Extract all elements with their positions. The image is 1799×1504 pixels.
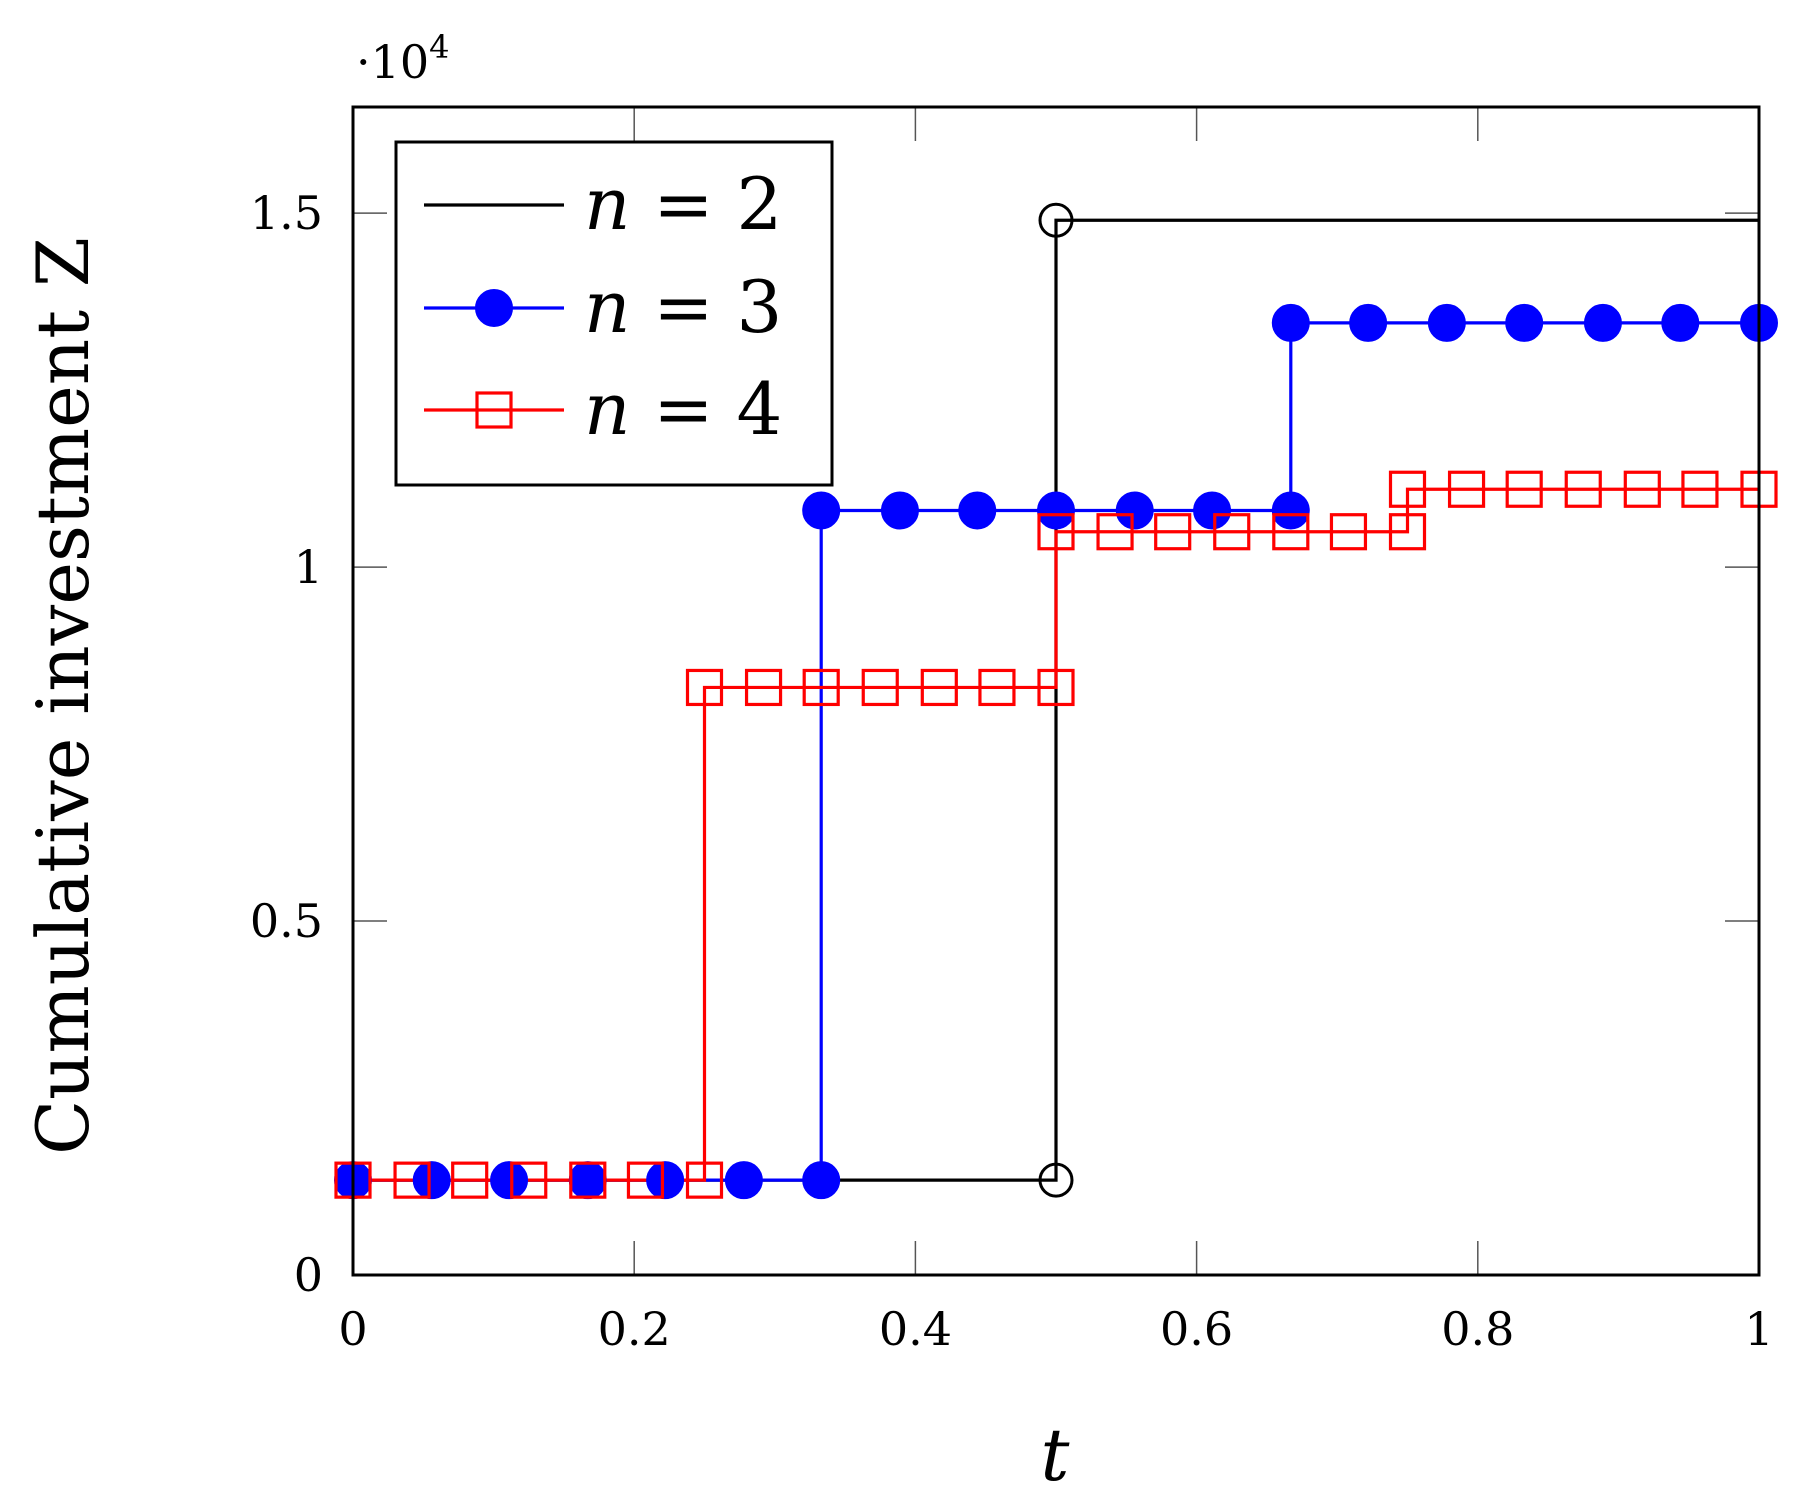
- series-marker-n3: [1271, 491, 1310, 530]
- series-marker-n3: [1271, 303, 1310, 342]
- series-marker-n3: [802, 491, 841, 530]
- series-marker-n4: [685, 668, 724, 707]
- legend-marker-n3: [475, 289, 513, 327]
- series-marker-n2: [1038, 1162, 1074, 1198]
- x-tick-label: 0.8: [1441, 1302, 1514, 1356]
- series-marker-n4: [1681, 470, 1719, 508]
- y-axis-multiplier: ·104: [356, 28, 450, 89]
- series-marker-n3: [1037, 491, 1075, 530]
- series-marker-n4: [1388, 470, 1427, 508]
- series-marker-n4: [802, 668, 840, 707]
- x-tick-label: 0.4: [879, 1302, 952, 1356]
- series-marker-n4: [569, 1161, 607, 1199]
- series-marker-n3: [412, 1161, 451, 1200]
- series-marker-n3: [1661, 303, 1700, 342]
- y-axis-multiplier-exponent: 4: [429, 28, 449, 66]
- x-tick-label: 0.6: [1160, 1302, 1233, 1356]
- legend-label-n2: n = 2: [584, 162, 782, 246]
- legend-box: [394, 140, 834, 487]
- series-line-n4: [353, 487, 1759, 1182]
- series-marker-n4: [1096, 513, 1134, 551]
- series-marker-n4: [1037, 513, 1075, 551]
- series-marker-n4: [861, 668, 899, 707]
- series-marker-n3: [724, 1161, 763, 1200]
- series-marker-n4: [1329, 513, 1368, 551]
- series-marker-n3: [958, 491, 997, 530]
- series-marker-n3: [1349, 303, 1388, 342]
- y-tick-label: 1.5: [250, 186, 323, 240]
- x-axis-title: t: [1041, 1413, 1071, 1497]
- legend-label-n4: n = 4: [584, 367, 782, 451]
- series-marker-n4: [920, 668, 958, 707]
- series-marker-n4: [1388, 513, 1427, 551]
- y-tick-label: 1: [294, 540, 323, 594]
- series-marker-n3: [646, 1161, 685, 1200]
- axis-ticks: [353, 107, 1759, 1275]
- series-marker-n4: [510, 1161, 548, 1199]
- series-marker-n3: [1583, 303, 1622, 342]
- series-marker-n4: [1564, 470, 1602, 508]
- series-marker-n2: [1038, 202, 1074, 238]
- y-tick-label: 0: [294, 1248, 323, 1302]
- series-marker-n3: [802, 1161, 841, 1200]
- series-marker-n3: [1115, 491, 1154, 530]
- series-marker-n4: [685, 1161, 724, 1199]
- series-marker-n3: [1427, 303, 1466, 342]
- series-marker-n3: [1193, 491, 1232, 530]
- tick-labels: 0 0.2 0.4 0.6 0.8 1 0 0.5 1 1.5: [250, 186, 1774, 1356]
- x-tick-label: 1: [1744, 1302, 1773, 1356]
- series-marker-n3: [1505, 303, 1544, 342]
- series-marker-n4: [1154, 513, 1192, 551]
- series-marker-n4: [451, 1161, 489, 1199]
- series-marker-n4: [978, 668, 1016, 707]
- plot-frame: [351, 105, 1761, 1277]
- series-marker-n4: [744, 668, 783, 707]
- legend-label-n3: n = 3: [584, 265, 782, 349]
- series-marker-n4: [393, 1161, 431, 1199]
- legend-marker-n4: [475, 391, 513, 429]
- series-marker-n4: [1037, 668, 1075, 707]
- series-marker-n4: [1447, 470, 1486, 508]
- y-axis-title: Cumulative investment Z: [21, 237, 105, 1155]
- series-marker-n4: [1213, 513, 1251, 551]
- y-tick-label: 0.5: [250, 894, 323, 948]
- series-marker-n3: [490, 1161, 529, 1200]
- x-tick-label: 0.2: [598, 1302, 671, 1356]
- series-marker-n3: [880, 491, 919, 530]
- series-marker-n4: [1623, 470, 1661, 508]
- series-marker-n3: [568, 1161, 607, 1200]
- y-axis-multiplier-base: ·10: [356, 35, 429, 89]
- series-marker-n4: [1272, 513, 1310, 551]
- series-marker-n4: [1505, 470, 1543, 508]
- x-tick-label: 0: [338, 1302, 367, 1356]
- legend: n = 2 n = 3 n = 4: [394, 140, 834, 487]
- series-marker-n4: [626, 1161, 665, 1199]
